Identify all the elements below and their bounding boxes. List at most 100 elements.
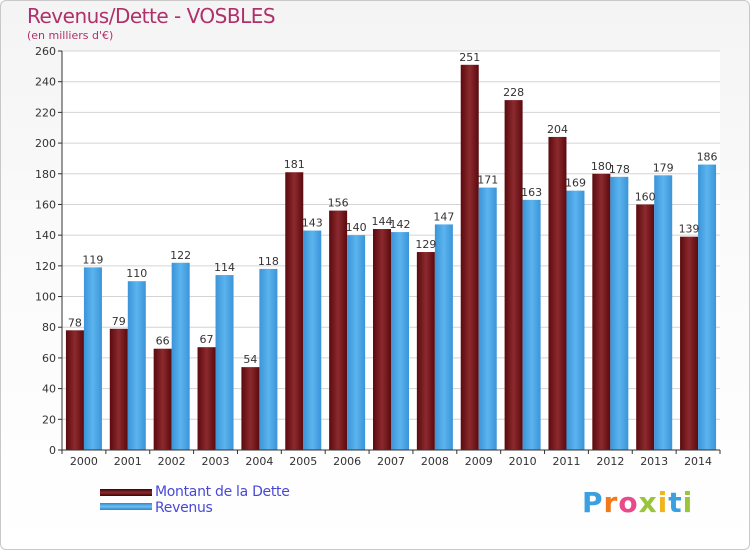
bar-dette [285,172,304,450]
x-tick-label: 2006 [333,455,361,468]
y-tick-label: 60 [42,352,56,365]
y-tick-label: 140 [35,229,56,242]
bar-revenus [698,164,717,451]
y-tick-label: 160 [35,198,56,211]
bar-dette [109,328,128,450]
bar-dette [373,229,391,450]
x-tick-label: 2013 [640,455,668,468]
bar-dette [241,367,260,450]
x-tick-label: 2004 [245,455,273,468]
bar-revenus [171,262,190,450]
data-label-revenus: 147 [433,210,454,223]
data-label-revenus: 143 [302,217,323,230]
logo-letter: x [638,486,658,519]
chart-subtitle: (en milliers d'€) [27,29,114,42]
logo-letter: i [657,486,669,519]
x-tick-label: 2014 [684,455,712,468]
data-label-revenus: 140 [346,221,367,234]
data-label-dette: 78 [68,316,82,329]
y-tick-label: 240 [35,76,56,89]
x-tick-label: 2003 [202,455,230,468]
logo-letter: P [582,486,604,519]
y-tick-label: 260 [35,45,56,58]
logo-letter: o [618,486,639,519]
x-tick-label: 2000 [70,455,98,468]
y-tick-label: 40 [42,383,56,396]
y-tick-label: 180 [35,168,56,181]
data-label-dette: 54 [243,353,257,366]
data-label-revenus: 110 [126,267,147,280]
legend-label-revenus: Revenus [155,500,213,516]
y-tick-label: 100 [35,291,56,304]
x-tick-label: 2010 [509,455,537,468]
data-label-dette: 251 [459,51,480,64]
data-label-revenus: 169 [565,177,586,190]
data-label-dette: 144 [372,215,393,228]
data-label-revenus: 186 [697,151,718,164]
bar-revenus [215,275,234,450]
data-label-revenus: 142 [390,218,411,231]
y-tick-label: 20 [42,413,56,426]
bar-revenus [522,199,541,450]
bar-revenus [303,230,322,450]
bar-dette [636,204,655,450]
data-label-revenus: 179 [653,161,674,174]
data-label-dette: 160 [635,190,656,203]
data-label-revenus: 178 [609,163,630,176]
bar-revenus [127,281,146,450]
x-tick-label: 2007 [377,455,405,468]
x-tick-label: 2002 [158,455,186,468]
data-label-revenus: 118 [258,255,279,268]
data-label-dette: 228 [503,86,524,99]
bar-dette [416,252,435,450]
data-label-dette: 129 [415,238,436,251]
data-label-revenus: 171 [477,174,498,187]
bar-revenus [347,235,366,450]
x-tick-label: 2008 [421,455,449,468]
data-label-dette: 139 [679,223,700,236]
bar-revenus [478,187,497,451]
x-tick-label: 2009 [465,455,493,468]
bar-revenus [654,175,673,451]
bar-revenus [391,232,409,450]
bar-dette [153,348,172,450]
y-tick-label: 0 [49,444,56,457]
data-label-dette: 67 [200,333,214,346]
bar-dette [65,330,84,450]
legend-label-dette: Montant de la Dette [155,484,290,500]
proxiti-logo: Proxiti [582,486,693,519]
chart-title: Revenus/Dette - VOSBLES [27,4,276,28]
x-tick-label: 2005 [289,455,317,468]
data-label-dette: 180 [591,160,612,173]
data-label-revenus: 114 [214,261,235,274]
bar-revenus [434,224,453,450]
logo-letter: t [668,486,683,519]
bar-dette [197,347,216,450]
data-label-dette: 156 [328,197,349,210]
bar-revenus [259,268,278,450]
bar-dette [680,236,699,450]
y-tick-label: 200 [35,137,56,150]
legend-swatch-dette [100,489,152,496]
y-tick-label: 80 [42,321,56,334]
data-label-revenus: 122 [170,249,191,262]
logo-letter: i [682,486,694,519]
data-label-dette: 204 [547,123,568,136]
x-tick-label: 2011 [552,455,580,468]
x-tick-label: 2012 [596,455,624,468]
y-tick-label: 220 [35,106,56,119]
bar-revenus [83,267,102,450]
bar-dette [504,100,523,450]
logo-letter: r [603,486,619,519]
data-label-revenus: 163 [521,186,542,199]
bar-dette [592,173,611,450]
data-label-revenus: 119 [82,253,103,266]
data-label-dette: 66 [156,335,170,348]
bar-dette [329,210,348,450]
bar-dette [460,64,479,451]
data-label-dette: 181 [284,158,305,171]
x-tick-label: 2001 [114,455,142,468]
y-tick-label: 120 [35,260,56,273]
data-label-dette: 79 [112,315,126,328]
